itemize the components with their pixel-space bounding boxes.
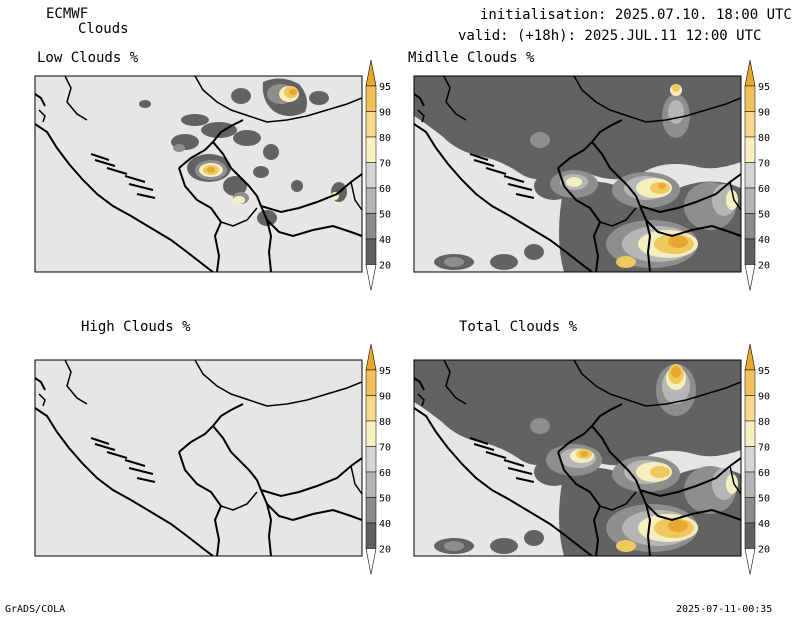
colorbar-segment: [744, 136, 756, 163]
map-total-clouds: [413, 359, 742, 557]
colorbar-low: 95 90 80 70 60 50 40 20: [365, 59, 391, 291]
colorbar-segment: [365, 420, 377, 447]
valid-time: valid: (+18h): 2025.JUL.11 12:00 UTC: [458, 28, 762, 44]
panel-title-middle: Midlle Clouds %: [408, 50, 535, 66]
colorbar-label: 50: [758, 494, 770, 505]
colorbar-label: 95: [379, 366, 391, 377]
colorbar-segment: [744, 471, 756, 498]
map-high-clouds: [34, 359, 363, 557]
colorbar-top-arrow: [744, 59, 756, 87]
colorbar-label: 70: [758, 443, 770, 454]
colorbar-label: 40: [379, 519, 391, 530]
colorbar-label: 20: [379, 261, 391, 272]
colorbar-bottom-arrow: [744, 264, 756, 291]
panel-title-low: Low Clouds %: [37, 50, 139, 66]
colorbar-segment: [365, 136, 377, 163]
colorbar-segment: [365, 471, 377, 498]
colorbar-segment: [744, 420, 756, 447]
colorbar-label: 40: [758, 235, 770, 246]
footer-timestamp: 2025-07-11-00:35: [676, 604, 773, 615]
colorbar-label: 60: [758, 468, 770, 479]
colorbar-label: 40: [379, 235, 391, 246]
colorbar-segment: [744, 395, 756, 422]
colorbar-segment: [365, 522, 377, 549]
colorbar-segment: [365, 162, 377, 189]
colorbar-segment: [365, 238, 377, 265]
colorbar-segment: [365, 85, 377, 112]
colorbar-segment: [744, 369, 756, 396]
colorbar-label: 70: [379, 159, 391, 170]
colorbar-label: 60: [758, 184, 770, 195]
colorbar-label: 20: [758, 261, 770, 272]
colorbar-label: 90: [758, 108, 770, 119]
colorbar-segment: [744, 522, 756, 549]
colorbar-segment: [744, 446, 756, 473]
colorbar-segment: [744, 497, 756, 524]
colorbar-segment: [744, 187, 756, 214]
colorbar-segment: [744, 238, 756, 265]
colorbar-segment: [744, 213, 756, 240]
colorbar-top-arrow: [365, 343, 377, 371]
init-time: initialisation: 2025.07.10. 18:00 UTC: [480, 7, 792, 23]
colorbar-middle: 95 90 80 70 60 50 40 20: [744, 59, 770, 291]
colorbar-label: 80: [379, 417, 391, 428]
colorbar-bottom-arrow: [744, 548, 756, 575]
colorbar-label: 90: [379, 392, 391, 403]
colorbar-label: 95: [379, 82, 391, 93]
colorbar-segment: [365, 446, 377, 473]
colorbar-label: 20: [758, 545, 770, 556]
colorbar-label: 80: [379, 133, 391, 144]
colorbar-segment: [744, 85, 756, 112]
colorbar-label: 70: [758, 159, 770, 170]
colorbar-segment: [365, 213, 377, 240]
colorbar-label: 20: [379, 545, 391, 556]
product-label: Clouds: [78, 21, 129, 37]
colorbar-top-arrow: [365, 59, 377, 87]
colorbar-label: 95: [758, 366, 770, 377]
colorbar-label: 70: [379, 443, 391, 454]
colorbar-label: 40: [758, 519, 770, 530]
colorbar-top-arrow: [744, 343, 756, 371]
colorbar-total: 95 90 80 70 60 50 40 20: [744, 343, 770, 575]
colorbar-label: 90: [379, 108, 391, 119]
colorbar-label: 80: [758, 417, 770, 428]
colorbar-label: 50: [758, 210, 770, 221]
colorbar-label: 50: [379, 210, 391, 221]
colorbar-bottom-arrow: [365, 548, 377, 575]
colorbar-segment: [365, 497, 377, 524]
colorbar-bottom-arrow: [365, 264, 377, 291]
colorbar-segment: [365, 395, 377, 422]
colorbar-segment: [744, 111, 756, 138]
model-label: ECMWF: [46, 6, 89, 22]
colorbar-label: 80: [758, 133, 770, 144]
colorbar-segment: [365, 187, 377, 214]
colorbar-label: 60: [379, 468, 391, 479]
footer-software: GrADS/COLA: [5, 604, 66, 615]
colorbar-segment: [744, 162, 756, 189]
colorbar-segment: [365, 369, 377, 396]
colorbar-segment: [365, 111, 377, 138]
colorbar-label: 90: [758, 392, 770, 403]
map-middle-clouds: [413, 75, 742, 273]
panel-title-total: Total Clouds %: [459, 319, 578, 335]
colorbar-label: 60: [379, 184, 391, 195]
colorbar-label: 95: [758, 82, 770, 93]
colorbar-high: 95 90 80 70 60 50 40 20: [365, 343, 391, 575]
colorbar-label: 50: [379, 494, 391, 505]
panel-title-high: High Clouds %: [81, 319, 191, 335]
map-low-clouds: [34, 75, 363, 273]
